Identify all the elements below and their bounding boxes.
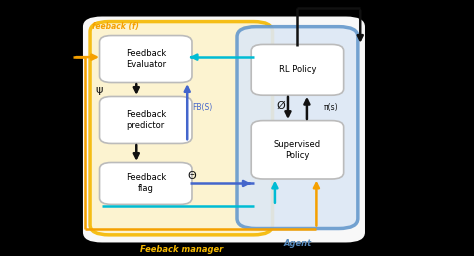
- FancyBboxPatch shape: [83, 16, 365, 242]
- Text: Feeback manager: Feeback manager: [140, 245, 223, 254]
- Text: 🏔️: 🏔️: [427, 97, 440, 117]
- Text: Ø: Ø: [276, 100, 285, 110]
- Text: Feedback
predictor: Feedback predictor: [126, 110, 166, 130]
- Text: Supervised
Policy: Supervised Policy: [274, 140, 321, 160]
- Text: FB(S): FB(S): [192, 103, 212, 112]
- Text: 👤: 👤: [35, 84, 50, 109]
- Text: RL Policy: RL Policy: [279, 65, 316, 74]
- Text: Feedback
Evaluator: Feedback Evaluator: [126, 49, 166, 69]
- Text: Feedback
flag: Feedback flag: [126, 173, 166, 194]
- Text: Agent: Agent: [283, 239, 311, 248]
- FancyBboxPatch shape: [100, 36, 192, 82]
- Text: π(s): π(s): [324, 103, 338, 112]
- FancyBboxPatch shape: [100, 97, 192, 143]
- FancyBboxPatch shape: [251, 121, 344, 179]
- FancyBboxPatch shape: [251, 45, 344, 95]
- FancyBboxPatch shape: [90, 22, 273, 235]
- FancyBboxPatch shape: [237, 27, 358, 229]
- FancyBboxPatch shape: [100, 163, 192, 204]
- Text: ψ: ψ: [96, 85, 103, 95]
- Text: Θ: Θ: [188, 171, 196, 181]
- Text: feeback (f): feeback (f): [92, 22, 139, 31]
